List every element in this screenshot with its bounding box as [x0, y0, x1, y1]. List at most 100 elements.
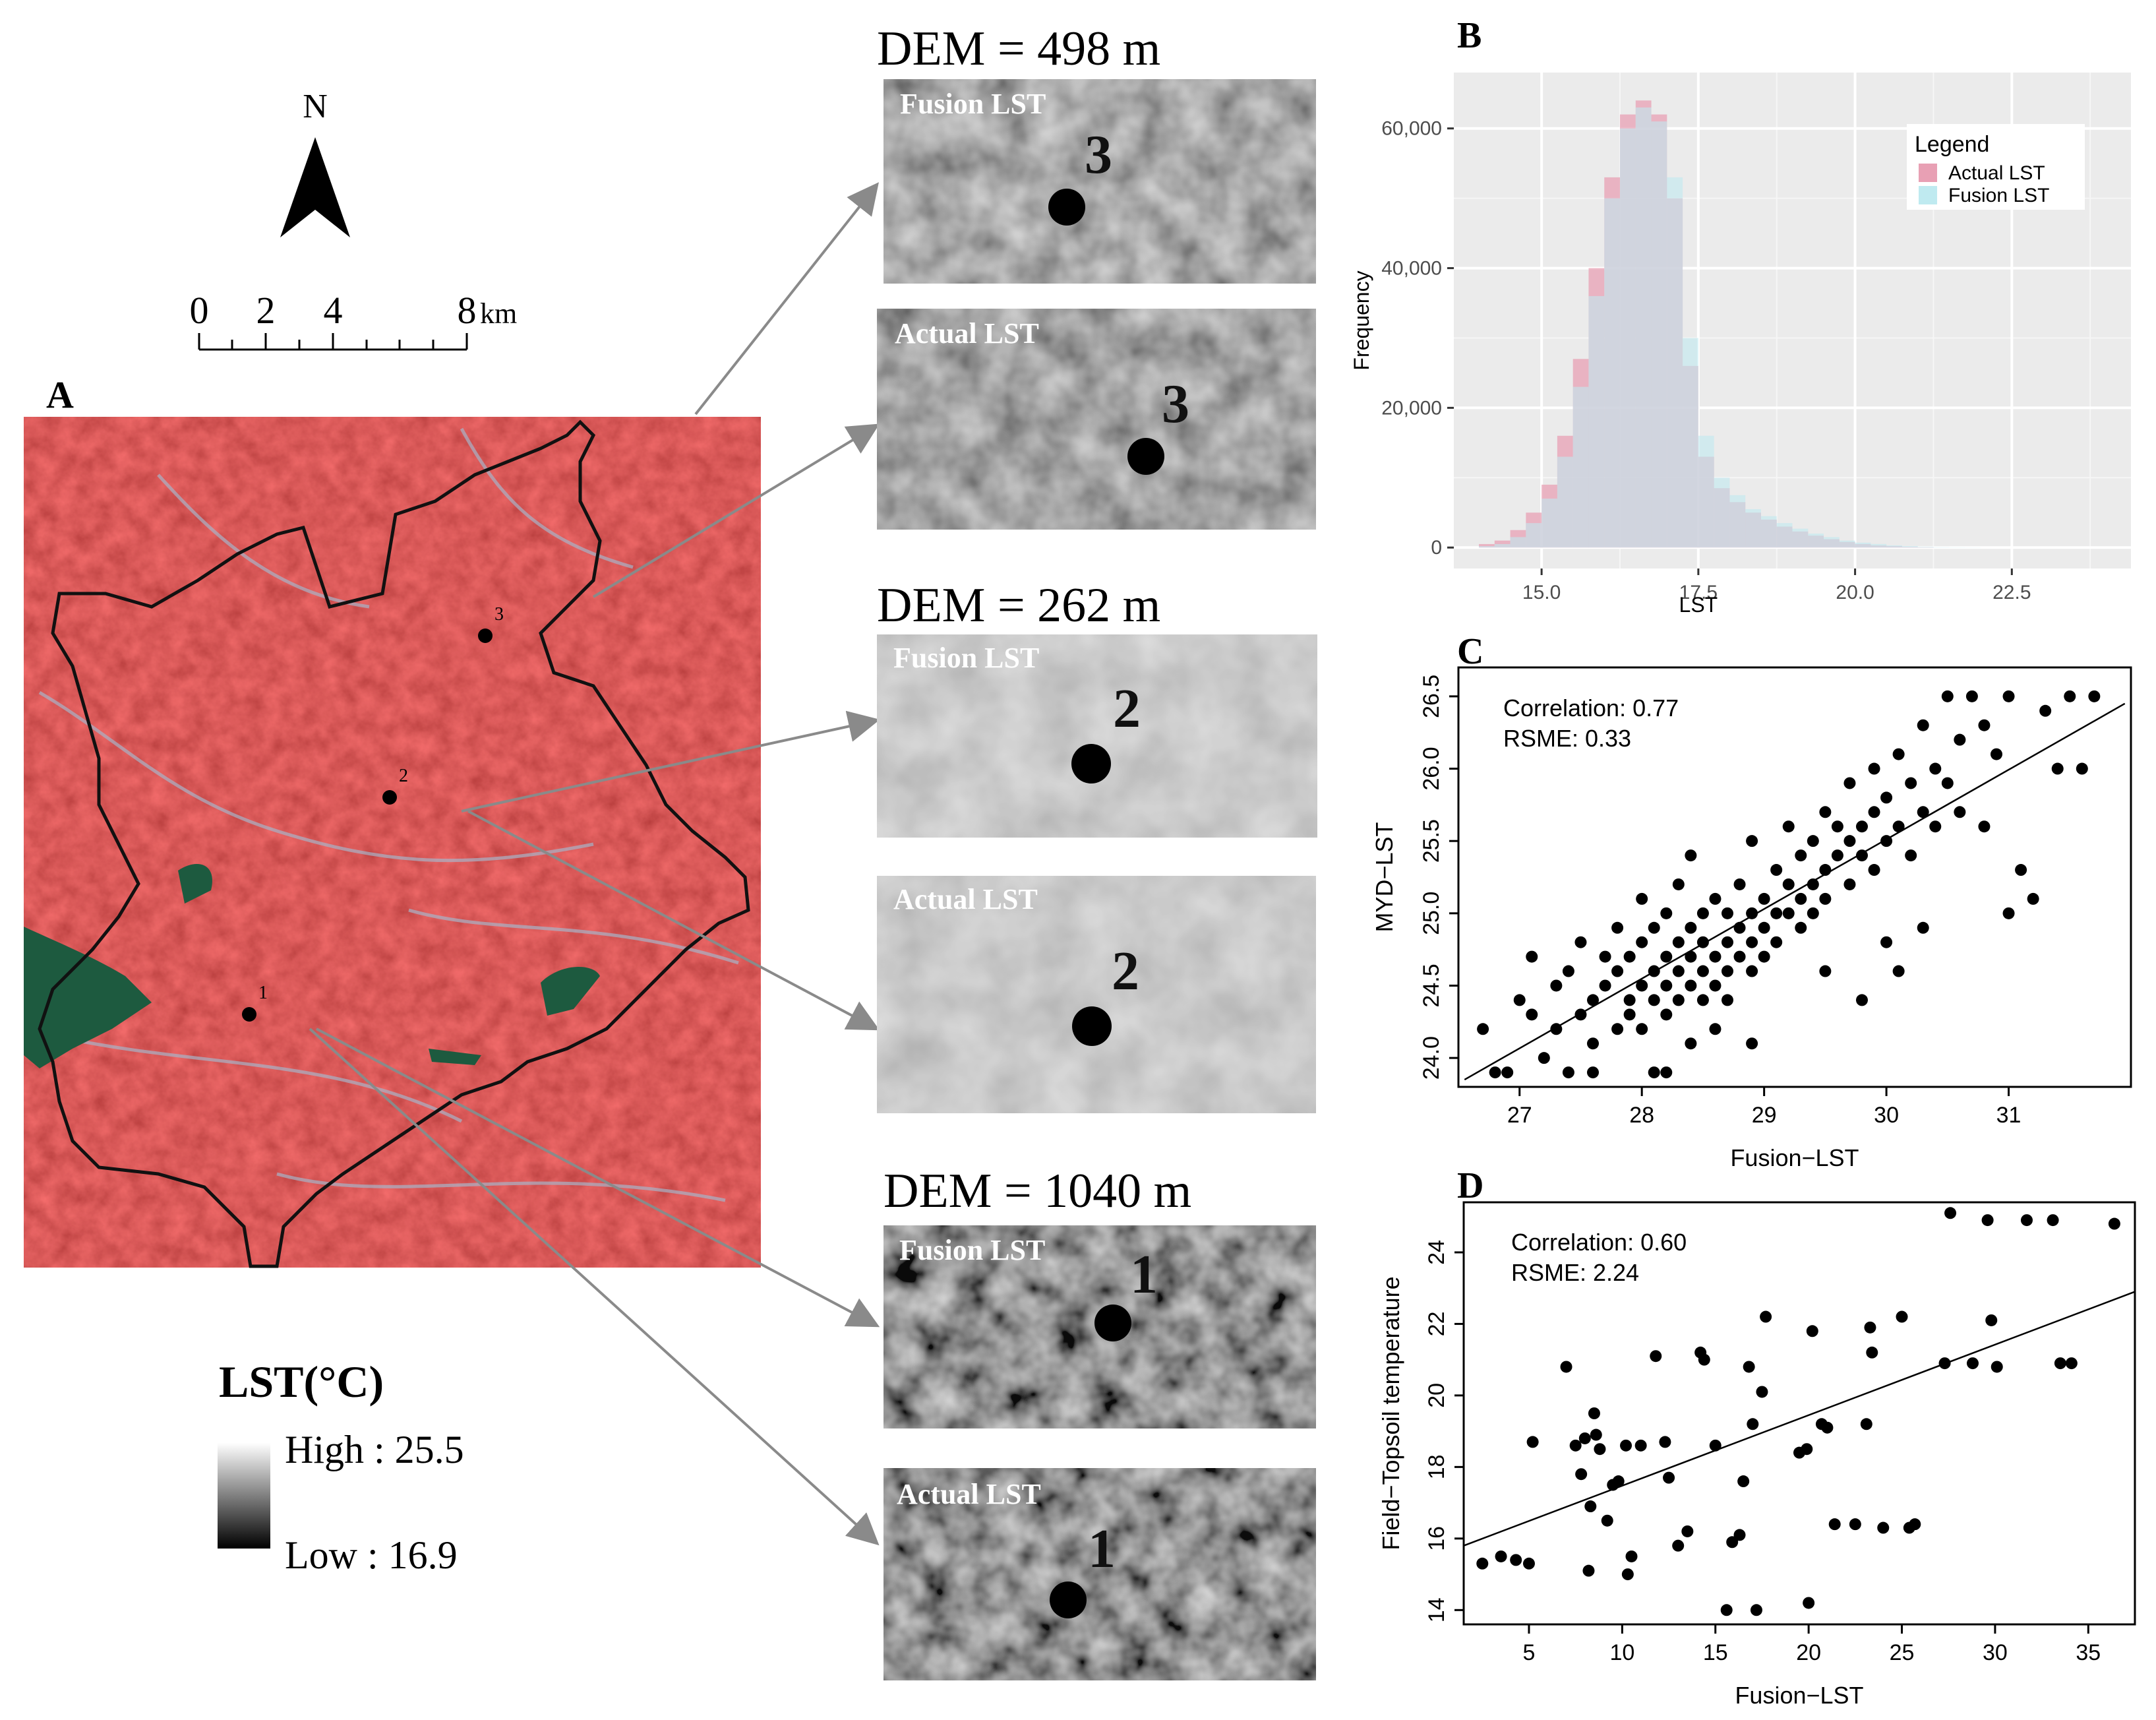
scatter-point — [1849, 1518, 1861, 1531]
scatter-point — [1611, 921, 1624, 934]
y-tick-label: 40,000 — [1381, 258, 1442, 280]
scatter-point — [1758, 950, 1770, 963]
histogram-bar — [1510, 537, 1526, 548]
scatter-point — [1696, 994, 1709, 1006]
scatter-point — [1636, 1023, 1648, 1035]
north-arrow-icon: N — [280, 88, 350, 237]
connector-arrows — [309, 182, 880, 1546]
scatter-point — [1599, 950, 1611, 963]
scatter-point — [1672, 1539, 1685, 1552]
x-tick-label: 17.5 — [1679, 582, 1718, 603]
scatter-point — [2088, 690, 2101, 702]
histogram-bar — [1855, 542, 1871, 548]
legend-gradient — [218, 1443, 270, 1549]
site-marker — [1071, 744, 1111, 783]
arrow-site2-fusion — [461, 710, 880, 813]
scatter-point — [1526, 1008, 1538, 1021]
scatter-point — [1650, 1350, 1662, 1363]
scatter-point — [1634, 1439, 1647, 1452]
scatter-point — [1660, 979, 1673, 992]
inset-title: Actual LST — [895, 317, 1039, 350]
plot-frame — [1462, 1201, 2136, 1626]
panel-a-label: A — [46, 373, 74, 416]
x-tick-label: 20.0 — [1836, 582, 1874, 603]
scatter-point — [1623, 994, 1636, 1006]
scatter-point — [1660, 1008, 1673, 1021]
scatter-point — [1941, 690, 1954, 702]
arrow-site3-fusion — [694, 182, 879, 415]
scatter-point — [1672, 994, 1685, 1006]
scatter-point — [1582, 1564, 1595, 1577]
scatter-point — [1510, 1554, 1522, 1566]
scatter-point — [1587, 1066, 1599, 1079]
arrow-site2-actual — [467, 810, 880, 1031]
scatter-point — [1892, 965, 1905, 977]
scatter-point — [1648, 994, 1660, 1006]
y-axis-label: MYD−LST — [1371, 822, 1398, 932]
stat-annotation: Correlation: 0.60 — [1511, 1229, 1687, 1256]
inset-site3-fusion: Fusion LST 3 — [883, 79, 1316, 284]
inset-panels: DEM = 498 m Fusion LST 3 Actual LST 3 DE… — [877, 22, 1317, 1680]
histogram-bar — [1698, 435, 1714, 548]
scatter-point — [1795, 921, 1807, 934]
scatter-point — [1917, 921, 1929, 934]
reservoir-west — [24, 927, 152, 1068]
x-tick-label: 15.0 — [1522, 582, 1561, 603]
scatter-point — [1770, 907, 1783, 919]
legend-title: LST(°C) — [219, 1357, 384, 1407]
scatter-point — [2002, 690, 2015, 702]
scatter-point — [1770, 864, 1783, 876]
arrow-site3-actual — [592, 423, 880, 598]
histogram-bar — [1572, 386, 1589, 548]
x-tick-label: 10 — [1609, 1640, 1634, 1665]
dem-label-site3: DEM = 498 m — [877, 22, 1160, 76]
y-axis-label: Frequency — [1350, 270, 1373, 370]
site-1-label: 1 — [258, 983, 268, 1003]
inset-site2-actual: Actual LST 2 — [877, 876, 1316, 1113]
x-tick-label: 20 — [1796, 1640, 1821, 1665]
scatter-point — [2051, 762, 2064, 775]
scatter-point — [1621, 1568, 1634, 1581]
scatter-point — [1672, 878, 1685, 890]
scatter-point — [1929, 820, 1942, 833]
site-1-marker — [242, 1007, 256, 1022]
y-tick-label: 22 — [1424, 1311, 1449, 1336]
scatter-point — [1696, 965, 1709, 977]
scatter-point — [1590, 1428, 1602, 1441]
x-tick-label: 35 — [2076, 1640, 2101, 1665]
histogram-bar — [1557, 456, 1573, 548]
histogram-bar — [1479, 543, 1495, 548]
legend-low: Low : 16.9 — [285, 1533, 458, 1577]
scatter-point — [1868, 864, 1880, 876]
scatter-point — [1722, 994, 1733, 1006]
scatter-point — [1476, 1557, 1489, 1570]
scatter-point — [2054, 1357, 2066, 1370]
scatter-point — [1477, 1023, 1489, 1035]
scatter-point — [1562, 1066, 1574, 1079]
scatter-point — [1877, 1521, 1890, 1534]
x-tick-label: 31 — [1996, 1103, 2021, 1128]
scatter-point — [1860, 1418, 1872, 1430]
scatter-point — [1685, 979, 1697, 992]
histogram-bar — [1667, 177, 1683, 548]
stat-annotation: Correlation: 0.77 — [1503, 694, 1679, 722]
scatter-point — [1709, 1023, 1722, 1035]
scatter-point — [1819, 806, 1832, 818]
site-number: 2 — [1112, 940, 1139, 1002]
scatter-point — [1843, 835, 1856, 847]
scatter-point — [1944, 1207, 1957, 1219]
scatter-point — [1562, 965, 1574, 977]
histogram-bar — [1901, 546, 1918, 548]
legend-swatch — [1919, 186, 1937, 204]
histogram-bar — [1494, 543, 1511, 548]
scatter-point — [1489, 1066, 1501, 1079]
scatter-point — [1720, 1604, 1733, 1616]
x-axis-label: Fusion−LST — [1735, 1682, 1863, 1709]
inset-title: Actual LST — [897, 1478, 1041, 1510]
satellite-map: 3 2 1 — [24, 417, 761, 1268]
x-axis-label: LST — [1679, 593, 1718, 617]
scatter-point — [1560, 1361, 1572, 1373]
scatter-point — [1648, 1066, 1660, 1079]
scatter-point — [1750, 1604, 1762, 1616]
